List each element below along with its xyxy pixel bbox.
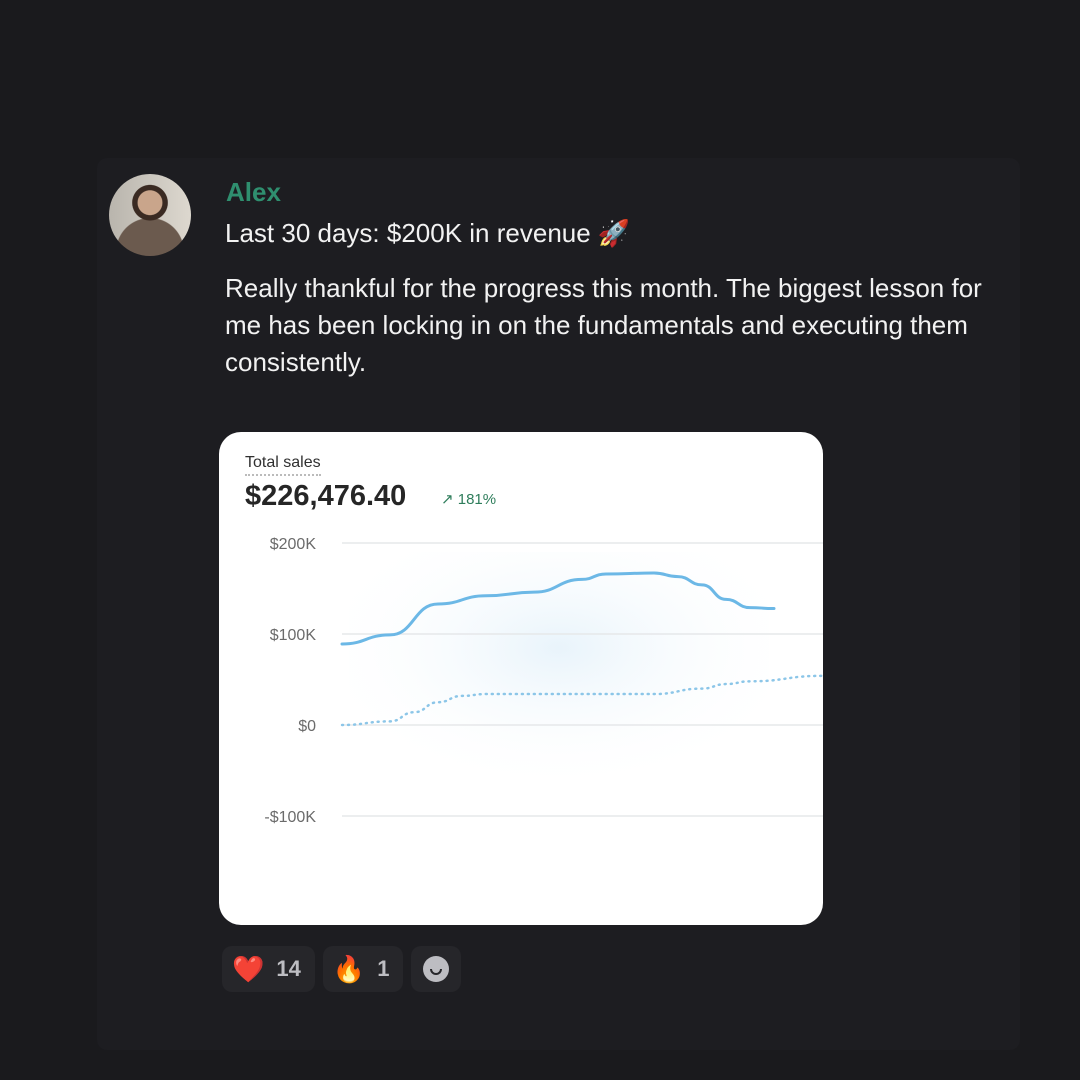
y-tick-label: $200K	[270, 536, 317, 553]
author-name[interactable]: Alex	[226, 177, 281, 207]
arrow-up-right-icon: ↗	[441, 491, 454, 508]
add-reaction-button[interactable]	[411, 946, 462, 992]
heart-icon: ❤️	[232, 953, 265, 984]
reaction-count: 14	[276, 956, 301, 981]
change-percent: 181%	[457, 491, 497, 508]
chart-glow	[349, 552, 769, 792]
reactions-bar: ❤️ 14 🔥 1	[222, 946, 462, 992]
post-body: Really thankful for the progress this mo…	[225, 273, 982, 377]
reaction-fire[interactable]: 🔥 1	[322, 946, 404, 992]
y-tick-label: -$100K	[264, 809, 316, 826]
reaction-heart[interactable]: ❤️ 14	[222, 946, 315, 992]
fire-icon: 🔥	[332, 953, 366, 984]
change-badge: ↗ 181%	[441, 490, 496, 508]
smiley-icon	[423, 956, 450, 982]
line-chart: $200K $100K $0 -$100K	[264, 536, 823, 826]
total-sales-value: $226,476.40	[245, 480, 407, 512]
y-tick-label: $100K	[270, 627, 317, 644]
reaction-count: 1	[377, 956, 390, 981]
chart-label: Total sales	[245, 454, 321, 476]
y-tick-label: $0	[298, 718, 316, 735]
sales-chart-card: Total sales $226,476.40 ↗ 181% $200K $100…	[219, 432, 823, 925]
avatar[interactable]	[109, 174, 191, 256]
post-title: Last 30 days: $200K in revenue 🚀	[225, 218, 631, 248]
